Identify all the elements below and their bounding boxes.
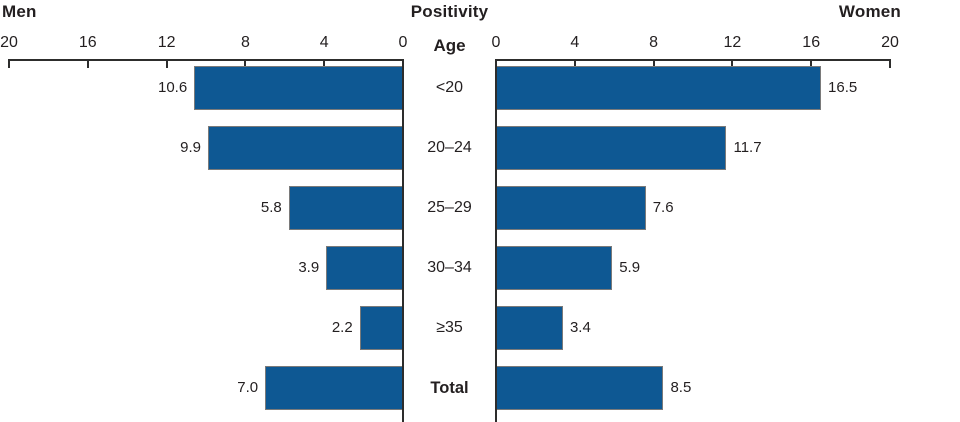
age-category-label: 25–29 xyxy=(427,199,472,216)
men-value-label: 3.9 xyxy=(298,259,320,276)
men-axis-line xyxy=(9,59,403,61)
men-bar xyxy=(359,306,403,350)
axis-tick-mark xyxy=(573,59,576,68)
axis-tick-label: 12 xyxy=(723,34,742,51)
axis-tick-label: 12 xyxy=(157,34,176,51)
women-bar xyxy=(496,186,646,230)
axis-tick-label: 20 xyxy=(0,34,18,51)
age-category-label: ≥35 xyxy=(436,319,463,336)
men-value-label: 10.6 xyxy=(157,79,188,96)
axis-tick-label: 8 xyxy=(240,34,250,51)
men-bar xyxy=(326,246,403,290)
men-bar xyxy=(194,66,403,110)
axis-tick-label: 4 xyxy=(319,34,329,51)
axis-tick-mark xyxy=(323,59,326,68)
women-value-label: 16.5 xyxy=(828,79,858,96)
age-category-label: 30–34 xyxy=(427,259,472,276)
chart-title: Positivity xyxy=(410,2,489,21)
axis-tick-label: 20 xyxy=(881,34,899,51)
women-value-label: 3.4 xyxy=(569,319,591,336)
women-bar xyxy=(496,366,664,410)
axis-tick-mark xyxy=(165,59,168,68)
women-axis-line xyxy=(496,59,890,61)
men-value-label: 9.9 xyxy=(180,139,201,156)
axis-tick-mark xyxy=(731,59,734,68)
axis-tick-mark xyxy=(810,59,813,68)
women-panel-title: Women xyxy=(838,2,901,21)
women-bar xyxy=(496,306,563,350)
age-axis-title: Age xyxy=(433,36,466,55)
men-bar xyxy=(207,126,403,170)
men-plot-area: 10.6 9.9 5.8 3.9 2.2 7.0 xyxy=(8,59,404,422)
women-bar xyxy=(496,246,613,290)
men-value-label: 2.2 xyxy=(331,319,353,336)
axis-tick-label: 16 xyxy=(78,34,97,51)
women-value-label: 5.9 xyxy=(619,259,641,276)
axis-tick-mark xyxy=(652,59,655,68)
women-value-label: 7.6 xyxy=(652,199,674,216)
axis-tick-label: 16 xyxy=(802,34,821,51)
axis-tick-label: 8 xyxy=(649,34,659,51)
women-value-label: 8.5 xyxy=(670,379,692,396)
men-axis-tick-labels: 20 16 12 8 4 0 xyxy=(0,34,407,52)
women-plot-area: 16.5 11.7 7.6 5.9 3.4 8.5 xyxy=(495,59,891,422)
axis-tick-mark xyxy=(244,59,247,68)
women-zero-baseline xyxy=(495,59,497,422)
men-value-label: 7.0 xyxy=(237,379,259,396)
women-bar xyxy=(496,126,727,170)
men-zero-baseline xyxy=(402,59,404,422)
women-value-label: 11.7 xyxy=(733,139,762,156)
age-category-label: <20 xyxy=(435,79,464,96)
axis-tick-mark xyxy=(889,59,891,68)
axis-tick-mark xyxy=(8,59,10,68)
men-bar xyxy=(288,186,403,230)
men-value-label: 5.8 xyxy=(260,199,282,216)
women-bar xyxy=(496,66,822,110)
age-category-label: 20–24 xyxy=(427,139,472,156)
axis-tick-label: 0 xyxy=(491,34,501,51)
men-bar xyxy=(265,366,403,410)
age-category-label-total: Total xyxy=(430,379,469,397)
axis-tick-label: 0 xyxy=(398,34,408,51)
age-label-column: <20 20–24 25–29 30–34 ≥35 Total xyxy=(403,59,496,422)
axis-tick-mark xyxy=(86,59,89,68)
axis-tick-label: 4 xyxy=(570,34,580,51)
women-axis-tick-labels: 0 4 8 12 16 20 xyxy=(492,34,899,52)
men-panel-title: Men xyxy=(2,2,37,21)
